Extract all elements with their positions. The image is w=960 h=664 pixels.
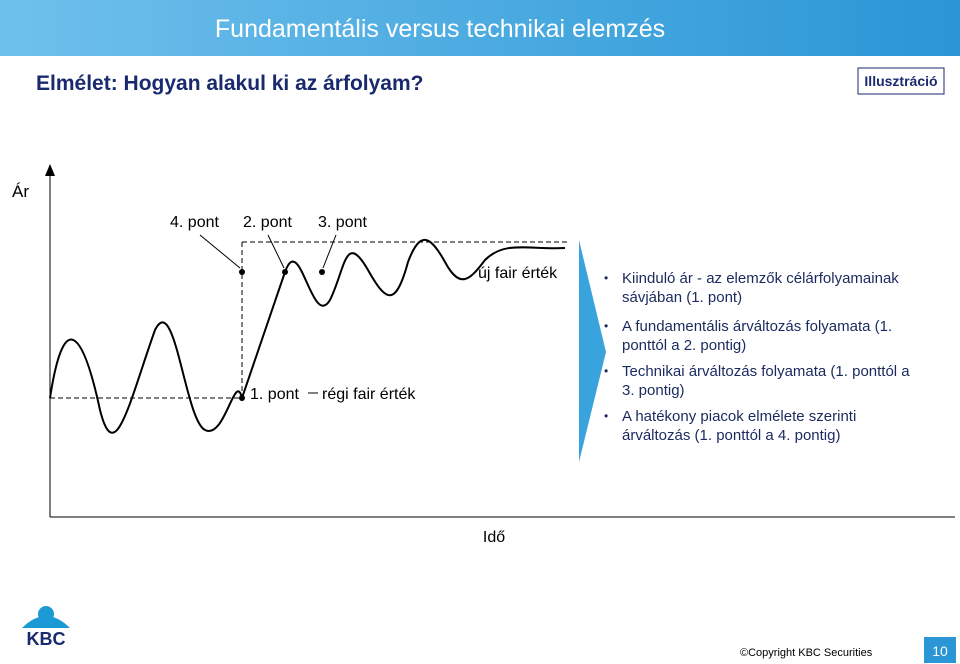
- point-3: [319, 269, 325, 275]
- badge: Illusztráció: [864, 73, 937, 89]
- arrow-2: [267, 234, 285, 269]
- label-point3: 3. pont: [318, 214, 367, 231]
- bullet: A hatékony piacok elmélete szerinti árvá…: [604, 407, 922, 445]
- label-point1: 1. pont: [250, 386, 299, 403]
- arrow-3: [322, 234, 337, 269]
- copyright: ©Copyright KBC Securities: [740, 647, 873, 659]
- logo-text: KBC: [27, 629, 66, 649]
- label-point2: 2. pont: [243, 214, 292, 231]
- page-number: 10: [932, 643, 948, 659]
- y-axis-label: Ár: [12, 182, 29, 201]
- arrow-4: [199, 234, 241, 269]
- y-arrow: [45, 164, 55, 176]
- badge-box: [857, 67, 945, 95]
- label-old-fair: régi fair érték: [322, 386, 416, 403]
- bullet: Technikai árváltozás folyamata (1. pontt…: [604, 362, 922, 400]
- price-curve: [49, 238, 566, 434]
- x-axis-label: Idő: [483, 529, 505, 546]
- point-1: [239, 395, 245, 401]
- slide-title: Fundamentális versus technikai elemzés: [215, 15, 665, 43]
- label-new-fair: új fair érték: [478, 265, 558, 282]
- slide-subtitle: Elmélet: Hogyan alakul ki az árfolyam?: [36, 72, 423, 95]
- chevron: [579, 240, 606, 462]
- point-2: [282, 269, 288, 275]
- page-box: [924, 637, 956, 663]
- title-band: [0, 0, 960, 56]
- label-point4: 4. pont: [170, 214, 219, 231]
- kbc-logo: KBC: [22, 606, 70, 649]
- bullet: Kiinduló ár - az elemzők célárfolyamaina…: [604, 269, 922, 307]
- bullet: A fundamentális árváltozás folyamata (1.…: [604, 317, 922, 355]
- point-4: [239, 269, 245, 275]
